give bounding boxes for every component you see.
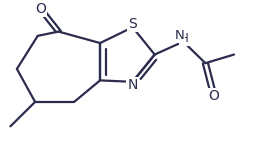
Text: O: O (35, 2, 46, 16)
Text: N: N (127, 78, 138, 92)
Text: H: H (180, 32, 189, 45)
Text: S: S (128, 17, 137, 31)
Text: O: O (208, 89, 219, 103)
Text: N: N (174, 29, 184, 42)
